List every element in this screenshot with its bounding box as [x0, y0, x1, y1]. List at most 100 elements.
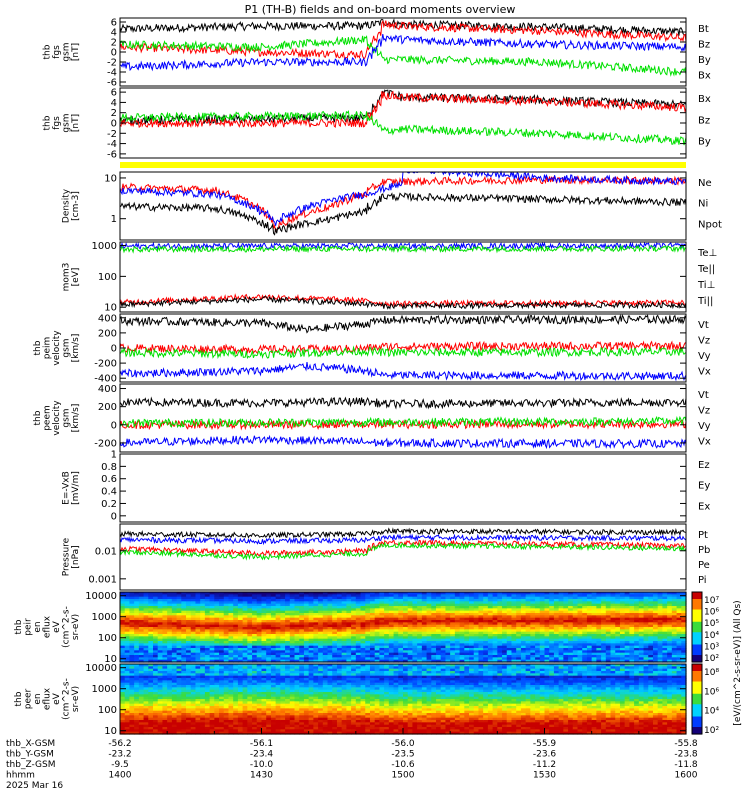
spectrogram-cell — [610, 652, 616, 656]
spectrogram-cell — [544, 634, 550, 637]
spectrogram-cell — [369, 652, 376, 656]
legend-Vz: Vz — [698, 336, 710, 347]
spectrogram-cell — [280, 694, 286, 698]
spectrogram-cell — [671, 624, 678, 628]
spectrogram-cell — [586, 615, 593, 619]
spectrogram-cell — [129, 699, 135, 702]
spectrogram-cell — [563, 641, 569, 644]
spectrogram-cell — [445, 645, 451, 649]
spectrogram-cell — [407, 594, 414, 598]
spectrogram-cell — [256, 643, 263, 647]
colorbar-cell — [692, 644, 702, 647]
spectrogram-cell — [204, 610, 211, 614]
spectrogram-cell — [266, 675, 272, 679]
panel-frame — [119, 171, 687, 241]
spectrogram-cell — [153, 729, 159, 733]
spectrogram-cell — [261, 689, 267, 693]
spectrogram-cell — [162, 692, 168, 695]
spectrogram-cell — [124, 689, 131, 693]
spectrogram-cell — [252, 696, 258, 700]
spectrogram-cell — [157, 717, 164, 721]
spectrogram-cell — [464, 615, 470, 619]
spectrogram-cell — [176, 694, 182, 698]
spectrogram-cell — [544, 645, 550, 649]
spectrogram-cell — [431, 645, 437, 649]
spectrogram-cell — [662, 603, 668, 607]
spectrogram-cell — [535, 613, 541, 616]
spectrogram-cell — [676, 594, 682, 598]
spectrogram-cell — [228, 601, 234, 605]
spectrogram-cell — [360, 643, 366, 647]
colorbar-cell — [692, 634, 702, 637]
spectrogram-cell — [648, 650, 654, 654]
spectrogram-cell — [403, 622, 409, 626]
spectrogram-cell — [214, 664, 220, 667]
spectrogram-cell — [247, 706, 253, 709]
spectrogram-cell — [549, 657, 555, 661]
spectrogram-cell — [252, 727, 258, 730]
spectrogram-cell — [648, 638, 654, 642]
spectrogram-cell — [186, 708, 192, 712]
spectrogram-cell — [261, 638, 267, 642]
spectrogram-cell — [153, 631, 159, 635]
spectrogram-cell — [181, 722, 187, 726]
spectrogram-cell — [129, 617, 135, 621]
spectrogram-cell — [186, 664, 192, 667]
spectrogram-cell — [638, 617, 645, 621]
spectrogram-cell — [204, 699, 211, 702]
spectrogram-cell — [176, 696, 182, 700]
spectrogram-cell — [294, 620, 300, 623]
spectrogram-cell — [327, 596, 333, 600]
spectrogram-cell — [615, 650, 621, 654]
spectrogram-cell — [638, 641, 645, 644]
spectrogram-cell — [214, 601, 220, 605]
colorbar-cell — [692, 618, 702, 621]
spectrogram-cell — [266, 606, 272, 609]
spectrogram-cell — [233, 713, 239, 716]
colorbar-frame — [691, 591, 703, 663]
spectrogram-cell — [289, 608, 296, 612]
spectrogram-cell — [171, 631, 178, 635]
spectrogram-cell — [676, 636, 682, 640]
spectrogram-cell — [237, 708, 244, 712]
spectrogram-cell — [285, 689, 291, 693]
spectrogram-cell — [299, 624, 305, 628]
spectrogram-cell — [228, 701, 234, 705]
spectrogram-cell — [167, 596, 173, 600]
spectrogram-cell — [237, 622, 244, 626]
spectrogram-cell — [247, 689, 253, 693]
spectrogram-cell — [157, 631, 164, 635]
spectrogram-cell — [237, 722, 244, 726]
spectrogram-cell — [539, 659, 546, 663]
spectrogram-cell — [346, 599, 352, 602]
spectrogram-cell — [398, 650, 404, 654]
spectrogram-cell — [162, 678, 168, 681]
spectrogram-cell — [266, 715, 272, 719]
spectrogram-cell — [341, 659, 347, 663]
spectrogram-cell — [176, 692, 182, 695]
spectrogram-cell — [652, 592, 659, 595]
spectrogram-cell — [327, 608, 333, 612]
spectrogram-cell — [629, 617, 635, 621]
spectrogram-cell — [181, 650, 187, 654]
spectrogram-cell — [157, 601, 164, 605]
spectrogram-cell — [563, 627, 569, 630]
spectrogram-cell — [261, 610, 267, 614]
spectrogram-cell — [322, 650, 329, 654]
spectrogram-cell — [520, 603, 527, 607]
spectrogram-cell — [492, 638, 498, 642]
spectrogram-cell — [445, 631, 451, 635]
spectrogram-cell — [219, 627, 225, 630]
spectrogram-cell — [214, 724, 220, 728]
spectrogram-cell — [568, 624, 574, 628]
spectrogram-cell — [440, 652, 447, 656]
spectrogram-cell — [294, 613, 300, 616]
spectrogram-cell — [242, 657, 248, 661]
spectrogram-cell — [167, 627, 173, 630]
spectrogram-cell — [153, 655, 159, 658]
spectrogram-cell — [572, 599, 579, 602]
spectrogram-cell — [506, 629, 513, 633]
spectrogram-cell — [520, 601, 527, 605]
spectrogram-cell — [233, 592, 239, 595]
y-tick-label: -6 — [107, 78, 117, 89]
